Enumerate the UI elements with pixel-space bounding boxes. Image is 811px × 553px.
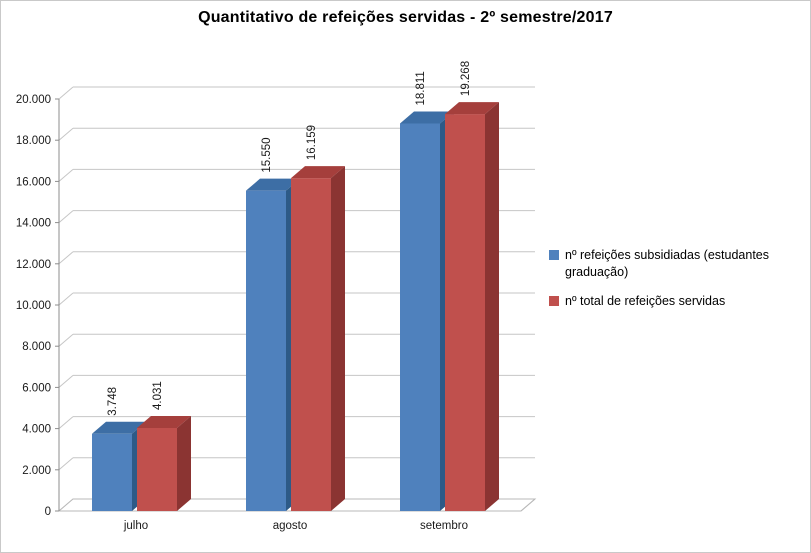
bar-top bbox=[291, 166, 345, 179]
legend-label: nº total de refeições servidas bbox=[565, 293, 726, 308]
x-category-label: setembro bbox=[420, 520, 468, 532]
gridline-connector bbox=[58, 457, 74, 471]
legend-item: nº total de refeições servidas bbox=[549, 293, 807, 310]
legend-swatch bbox=[549, 250, 559, 260]
bar-top bbox=[137, 415, 191, 428]
gridline-connector bbox=[58, 375, 74, 388]
y-tick-label: 14.000 bbox=[16, 218, 51, 230]
y-tick-label: 8.000 bbox=[22, 341, 51, 353]
bar-front bbox=[400, 123, 440, 511]
gridline-connector bbox=[58, 416, 74, 429]
gridline-connector bbox=[58, 333, 74, 347]
x-category-label: julho bbox=[123, 520, 148, 532]
y-tick-label: 2.000 bbox=[22, 465, 51, 477]
gridline-connector bbox=[58, 169, 74, 182]
bar-front bbox=[291, 178, 331, 511]
y-tick-label: 18.000 bbox=[16, 135, 51, 147]
data-label: 18.811 bbox=[415, 71, 427, 105]
legend-label: nº refeições subsidiadas (estudantes gra… bbox=[565, 248, 769, 279]
bar-front bbox=[137, 427, 177, 511]
y-tick-label: 6.000 bbox=[22, 382, 51, 394]
legend-item: nº refeições subsidiadas (estudantes gra… bbox=[549, 247, 807, 281]
y-tick-label: 16.000 bbox=[16, 176, 51, 188]
bar-top bbox=[400, 111, 454, 124]
data-label: 4.031 bbox=[152, 381, 164, 410]
bar-front bbox=[445, 114, 485, 512]
x-category-label: agosto bbox=[273, 520, 308, 532]
legend: nº refeições subsidiadas (estudantes gra… bbox=[549, 247, 807, 310]
data-label: 3.748 bbox=[107, 387, 119, 416]
y-tick-label: 20.000 bbox=[16, 94, 51, 106]
y-tick-label: 10.000 bbox=[16, 300, 51, 312]
bar-top bbox=[92, 421, 146, 434]
gridline-connector bbox=[58, 86, 74, 100]
bar-top bbox=[445, 102, 499, 115]
gridline-connector bbox=[58, 292, 74, 306]
bar-front bbox=[92, 433, 132, 511]
y-tick-label: 4.000 bbox=[22, 424, 51, 436]
data-label: 15.550 bbox=[261, 137, 273, 172]
y-tick-label: 0 bbox=[45, 506, 51, 518]
bar-side bbox=[331, 166, 345, 511]
gridline-connector bbox=[58, 127, 74, 141]
chart-title: Quantitativo de refeições servidas - 2º … bbox=[198, 9, 613, 26]
bar-front bbox=[246, 190, 286, 512]
gridline-connector bbox=[58, 251, 74, 265]
bar-side bbox=[485, 102, 499, 512]
data-label: 19.268 bbox=[460, 61, 472, 96]
legend-swatch bbox=[549, 295, 559, 306]
floor-right-edge bbox=[520, 498, 536, 512]
y-tick-label: 12.000 bbox=[16, 259, 51, 271]
bar-side bbox=[177, 415, 191, 511]
data-label: 16.159 bbox=[306, 125, 318, 160]
bar-top bbox=[246, 178, 300, 191]
gridline-connector bbox=[58, 210, 74, 223]
